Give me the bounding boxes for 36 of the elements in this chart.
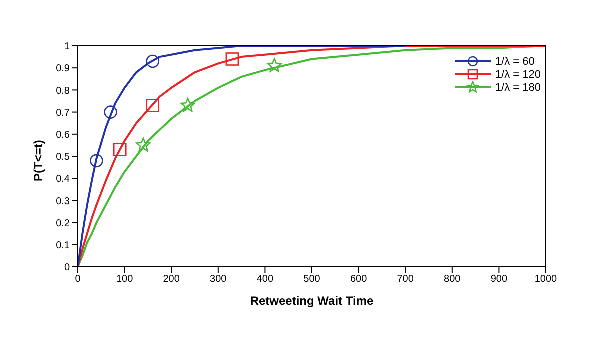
point	[180, 98, 196, 112]
x-tick-label: 700	[397, 274, 414, 286]
point	[146, 54, 160, 68]
legend-label: 1/λ = 120	[495, 68, 541, 80]
point	[136, 138, 151, 152]
x-tick-label: 600	[350, 274, 368, 286]
y-tick-label: 0.1	[56, 240, 70, 252]
x-tick-label: 200	[163, 274, 180, 286]
point	[226, 52, 240, 66]
point	[113, 143, 127, 157]
point	[267, 58, 282, 72]
legend-label: 1/λ = 180	[495, 82, 541, 94]
y-tick-label: 1	[64, 42, 70, 53]
legend-label: 1/λ = 60	[495, 56, 535, 68]
point	[90, 154, 104, 168]
y-axis-title: P(T<=t)	[31, 140, 46, 182]
x-axis-title: Retweeting Wait Time	[250, 294, 374, 308]
x-tick-label: 900	[490, 274, 508, 286]
x-tick-label: 500	[304, 274, 321, 286]
y-tick-label: 0.3	[56, 196, 70, 208]
y-tick-label: 0.4	[56, 174, 70, 186]
x-tick-label: 400	[256, 274, 274, 286]
y-tick-label: 0	[64, 262, 70, 274]
y-tick-label: 0.8	[56, 86, 70, 97]
x-tick-label: 800	[444, 274, 462, 286]
x-tick-label: 0	[75, 274, 82, 286]
point	[146, 99, 160, 112]
y-tick-label: 0.5	[56, 152, 70, 164]
y-tick-label: 0.9	[56, 64, 70, 75]
point	[104, 106, 118, 119]
x-tick-label: 300	[210, 274, 228, 286]
y-tick-label: 0.6	[56, 130, 70, 141]
y-tick-label: 0.2	[56, 218, 70, 230]
y-tick-label: 0.7	[56, 108, 70, 119]
x-tick-label: 1000	[534, 274, 558, 286]
x-tick-label: 100	[116, 274, 134, 286]
